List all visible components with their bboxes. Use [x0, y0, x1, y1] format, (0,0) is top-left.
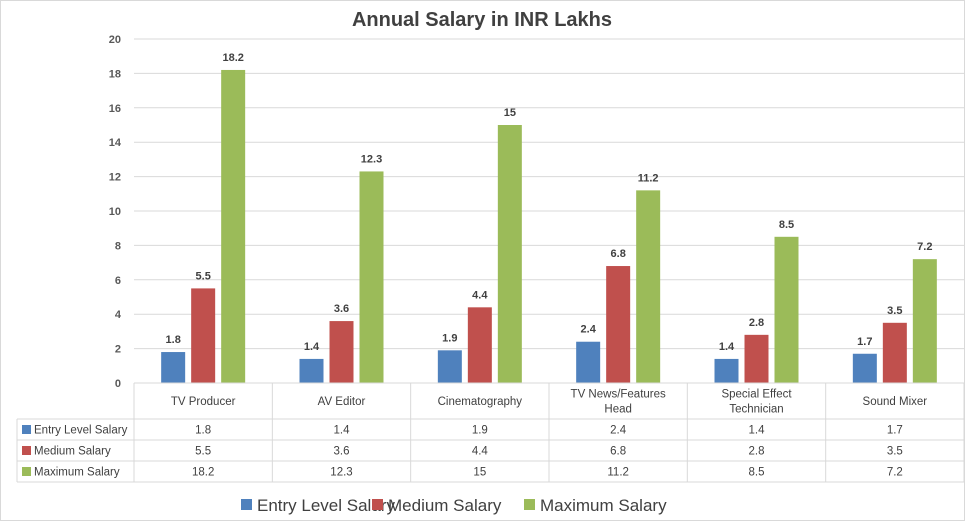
- table-series-label: Maximum Salary: [34, 467, 120, 479]
- data-label: 1.7: [857, 336, 872, 348]
- table-series-label: Entry Level Salary: [34, 425, 128, 437]
- data-label: 1.8: [166, 334, 181, 346]
- x-category-label: Head: [604, 404, 632, 416]
- y-tick-label: 10: [109, 206, 121, 218]
- table-legend-key: [22, 446, 31, 455]
- bar: [359, 171, 384, 383]
- y-tick-label: 20: [109, 34, 121, 46]
- legend-key: [524, 499, 535, 510]
- bar: [774, 236, 799, 383]
- y-tick-label: 8: [115, 240, 121, 252]
- data-label: 1.9: [442, 332, 457, 344]
- table-cell: 7.2: [887, 467, 903, 479]
- bar: [467, 307, 492, 383]
- data-label: 6.8: [611, 248, 626, 260]
- y-tick-label: 16: [109, 103, 121, 115]
- table-cell: 15: [473, 467, 486, 479]
- bar: [161, 352, 186, 383]
- data-label: 3.5: [887, 305, 902, 317]
- data-label: 1.4: [719, 341, 735, 353]
- bar: [576, 341, 601, 383]
- table-cell: 12.3: [330, 467, 352, 479]
- data-label: 12.3: [361, 153, 382, 165]
- bar: [497, 125, 522, 383]
- table-cell: 2.4: [610, 425, 627, 437]
- bar: [636, 190, 661, 383]
- table-cell: 8.5: [749, 467, 765, 479]
- x-category-label: Technician: [729, 404, 783, 416]
- bar: [714, 358, 739, 383]
- bar: [299, 358, 324, 383]
- data-label: 8.5: [779, 219, 794, 231]
- y-tick-label: 6: [115, 275, 121, 287]
- bar: [191, 288, 216, 383]
- data-label: 18.2: [222, 52, 243, 64]
- x-category-label: TV News/Features: [571, 389, 666, 401]
- bar: [882, 322, 907, 383]
- bar: [912, 259, 937, 383]
- table-cell: 2.8: [749, 446, 765, 458]
- bar: [437, 350, 462, 383]
- table-legend-key: [22, 425, 31, 434]
- legend-label: Maximum Salary: [540, 496, 667, 515]
- y-tick-label: 2: [115, 344, 121, 356]
- table-cell: 1.8: [195, 425, 211, 437]
- table-cell: 1.9: [472, 425, 488, 437]
- table-cell: 11.2: [607, 467, 629, 479]
- bar: [329, 321, 354, 383]
- table-cell: 1.4: [334, 425, 351, 437]
- table-cell: 18.2: [192, 467, 214, 479]
- data-label: 4.4: [472, 289, 488, 301]
- y-tick-label: 12: [109, 172, 121, 184]
- data-label: 7.2: [917, 241, 932, 253]
- data-label: 5.5: [196, 270, 211, 282]
- legend-label: Entry Level Salary: [257, 496, 395, 515]
- data-label: 2.8: [749, 317, 764, 329]
- y-tick-label: 14: [109, 137, 122, 149]
- y-tick-label: 0: [115, 378, 121, 390]
- y-tick-label: 4: [115, 309, 122, 321]
- x-category-label: AV Editor: [318, 396, 366, 408]
- x-category-label: Cinematography: [438, 396, 523, 408]
- y-tick-label: 18: [109, 68, 121, 80]
- table-series-label: Medium Salary: [34, 446, 111, 458]
- table-cell: 5.5: [195, 446, 211, 458]
- legend-label: Medium Salary: [388, 496, 502, 515]
- table-cell: 6.8: [610, 446, 626, 458]
- data-label: 3.6: [334, 303, 349, 315]
- data-label: 1.4: [304, 341, 320, 353]
- table-cell: 3.6: [334, 446, 350, 458]
- bar: [221, 69, 246, 384]
- bar: [606, 266, 631, 383]
- bar: [852, 353, 877, 383]
- chart-title: Annual Salary in INR Lakhs: [352, 9, 612, 31]
- table-legend-key: [22, 467, 31, 476]
- data-label: 11.2: [638, 172, 659, 184]
- x-category-label: Special Effect: [721, 389, 792, 401]
- table-cell: 1.7: [887, 425, 903, 437]
- table-cell: 1.4: [749, 425, 766, 437]
- legend-key: [241, 499, 252, 510]
- x-category-label: TV Producer: [171, 396, 236, 408]
- table-cell: 3.5: [887, 446, 903, 458]
- data-label: 15: [504, 107, 516, 119]
- x-category-label: Sound Mixer: [863, 396, 928, 408]
- bar: [744, 334, 769, 383]
- data-label: 2.4: [581, 324, 597, 336]
- table-cell: 4.4: [472, 446, 489, 458]
- legend-key: [372, 499, 383, 510]
